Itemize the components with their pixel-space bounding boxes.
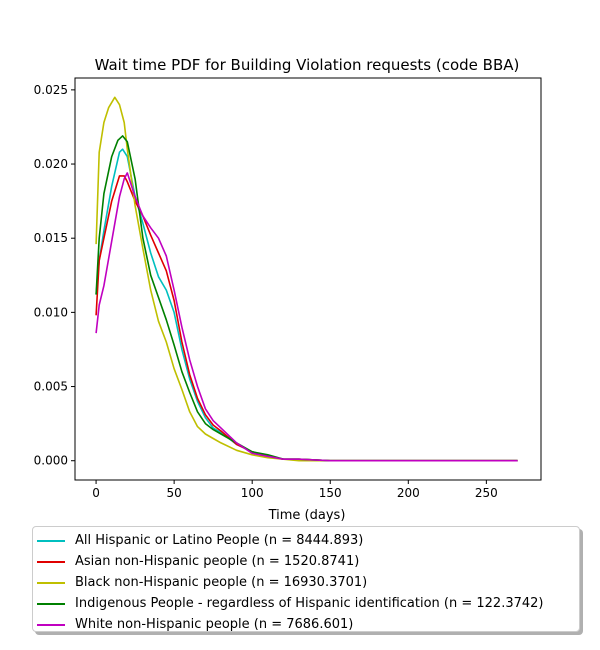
legend-swatch: [37, 623, 65, 626]
legend-swatch: [37, 581, 65, 584]
legend-label: Asian non-Hispanic people (n = 1520.8741…: [75, 554, 360, 569]
legend-label: White non-Hispanic people (n = 7686.601): [75, 617, 354, 632]
chart-title: Wait time PDF for Building Violation req…: [95, 56, 520, 74]
legend-item: White non-Hispanic people (n = 7686.601): [37, 614, 579, 635]
legend: All Hispanic or Latino People (n = 8444.…: [32, 526, 580, 632]
legend-item: Asian non-Hispanic people (n = 1520.8741…: [37, 551, 579, 572]
x-tick-label: 150: [319, 486, 342, 500]
y-tick-label: 0.020: [34, 157, 68, 171]
legend-item: Black non-Hispanic people (n = 16930.370…: [37, 572, 579, 593]
series-line-4: [95, 172, 518, 462]
y-tick-label: 0.010: [34, 305, 68, 319]
legend-swatch: [37, 560, 65, 563]
x-tick-label: 100: [241, 486, 264, 500]
x-axis-label: Time (days): [268, 508, 346, 523]
y-axis: 0.000 0.005 0.010 0.015 0.020 0.025: [34, 83, 75, 468]
series-line-3: [95, 135, 518, 462]
series-layer: [95, 96, 518, 462]
x-axis: 0 50 100 150 200 250: [92, 480, 498, 500]
y-tick-label: 0.025: [34, 83, 68, 97]
x-tick-label: 50: [166, 486, 181, 500]
series-line-0: [95, 148, 518, 462]
x-tick-label: 0: [92, 486, 100, 500]
chart: Wait time PDF for Building Violation req…: [34, 56, 542, 523]
legend-swatch: [37, 539, 65, 542]
y-tick-label: 0.005: [34, 380, 68, 394]
x-tick-label: 250: [475, 486, 498, 500]
x-tick-label: 200: [397, 486, 420, 500]
series-line-1: [95, 175, 518, 462]
y-tick-label: 0.015: [34, 231, 68, 245]
legend-item: Indigenous People - regardless of Hispan…: [37, 593, 579, 614]
y-tick-label: 0.000: [34, 454, 68, 468]
legend-item: All Hispanic or Latino People (n = 8444.…: [37, 530, 579, 551]
legend-label: Black non-Hispanic people (n = 16930.370…: [75, 575, 368, 590]
legend-label: All Hispanic or Latino People (n = 8444.…: [75, 533, 364, 548]
legend-label: Indigenous People - regardless of Hispan…: [75, 596, 544, 611]
legend-swatch: [37, 602, 65, 605]
plot-frame: [74, 77, 542, 481]
